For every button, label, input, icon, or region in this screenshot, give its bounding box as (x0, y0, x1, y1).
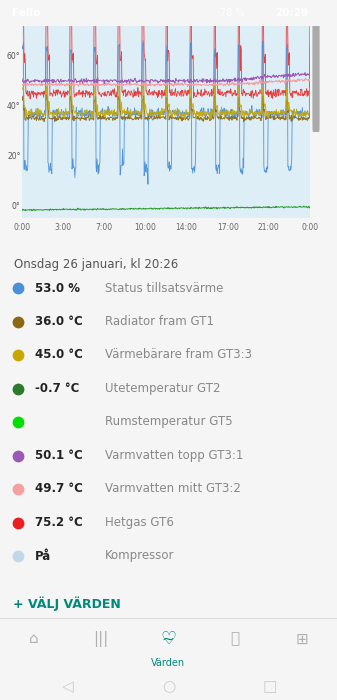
Text: 10:00: 10:00 (134, 223, 156, 232)
Text: 3:00: 3:00 (55, 223, 72, 232)
Text: 49.7 °C: 49.7 °C (35, 482, 83, 496)
Text: Varmvatten topp GT3:1: Varmvatten topp GT3:1 (105, 449, 243, 462)
Text: ⊞: ⊞ (296, 631, 308, 646)
Text: -0.7 °C: -0.7 °C (35, 382, 80, 395)
Text: 🔔: 🔔 (231, 631, 240, 646)
Text: Värden: Värden (151, 658, 185, 668)
Text: Kompressor: Kompressor (105, 550, 175, 563)
Text: |||: ||| (93, 631, 109, 647)
Text: □: □ (263, 679, 277, 694)
Text: 20:29: 20:29 (275, 8, 308, 18)
Text: Värmebärare fram GT3:3: Värmebärare fram GT3:3 (105, 349, 252, 361)
Text: ○: ○ (162, 679, 175, 694)
Text: ◁: ◁ (62, 679, 73, 694)
Text: Hetgas GT6: Hetgas GT6 (105, 516, 174, 529)
Text: Status tillsatsvärme: Status tillsatsvärme (105, 281, 223, 295)
Text: 36.0 °C: 36.0 °C (35, 315, 83, 328)
Text: 53.0 %: 53.0 % (35, 281, 80, 295)
Text: 14:00: 14:00 (176, 223, 197, 232)
Text: Fello: Fello (12, 8, 40, 18)
FancyBboxPatch shape (312, 20, 319, 132)
Text: 50.1 °C: 50.1 °C (35, 449, 83, 462)
Text: Onsdag 26 januari, kl 20:26: Onsdag 26 januari, kl 20:26 (14, 258, 178, 271)
Text: ⌂: ⌂ (29, 631, 39, 646)
Text: 7:00: 7:00 (96, 223, 113, 232)
Text: 45.0 °C: 45.0 °C (35, 349, 83, 361)
Text: 75.2 °C: 75.2 °C (35, 516, 83, 529)
Text: Radiator fram GT1: Radiator fram GT1 (105, 315, 214, 328)
Text: På: På (35, 550, 51, 563)
Text: + VÄLJ VÄRDEN: + VÄLJ VÄRDEN (13, 596, 121, 611)
Text: 78 %: 78 % (220, 8, 245, 18)
Text: 0:00: 0:00 (301, 223, 318, 232)
Text: 0:00: 0:00 (13, 223, 31, 232)
Text: ~: ~ (162, 631, 174, 646)
Text: ♡: ♡ (160, 630, 176, 648)
Text: Varmvatten mitt GT3:2: Varmvatten mitt GT3:2 (105, 482, 241, 496)
Text: 17:00: 17:00 (217, 223, 239, 232)
Text: Rumstemperatur GT5: Rumstemperatur GT5 (105, 416, 233, 428)
Text: 21:00: 21:00 (258, 223, 280, 232)
Text: Utetemperatur GT2: Utetemperatur GT2 (105, 382, 220, 395)
